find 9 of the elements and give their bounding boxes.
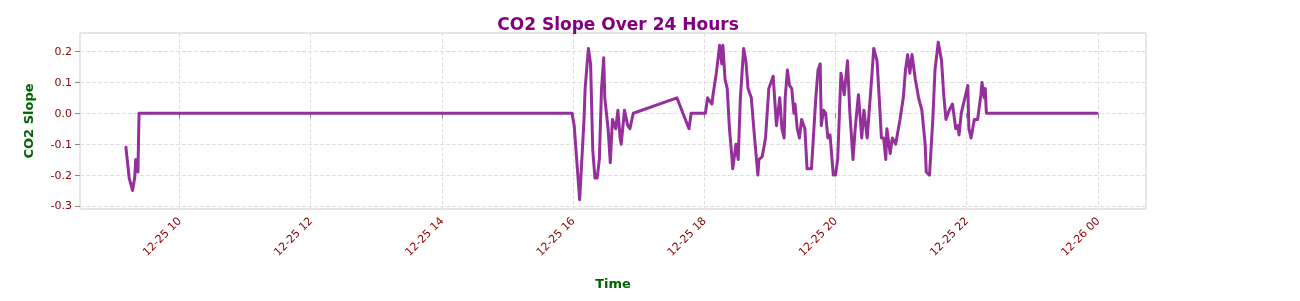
y-tick-label: 0.2 [54, 45, 72, 59]
y-axis-title: CO2 Slope [21, 83, 36, 159]
y-tick-label: -0.1 [50, 137, 72, 151]
y-tick-label: 0.0 [54, 106, 72, 120]
y-tick-label: 0.1 [54, 75, 72, 89]
y-tick-label: -0.3 [50, 199, 72, 213]
x-axis-title: Time [595, 276, 632, 291]
y-tick-label: -0.2 [50, 168, 72, 182]
chart-title: CO2 Slope Over 24 Hours [497, 13, 739, 34]
